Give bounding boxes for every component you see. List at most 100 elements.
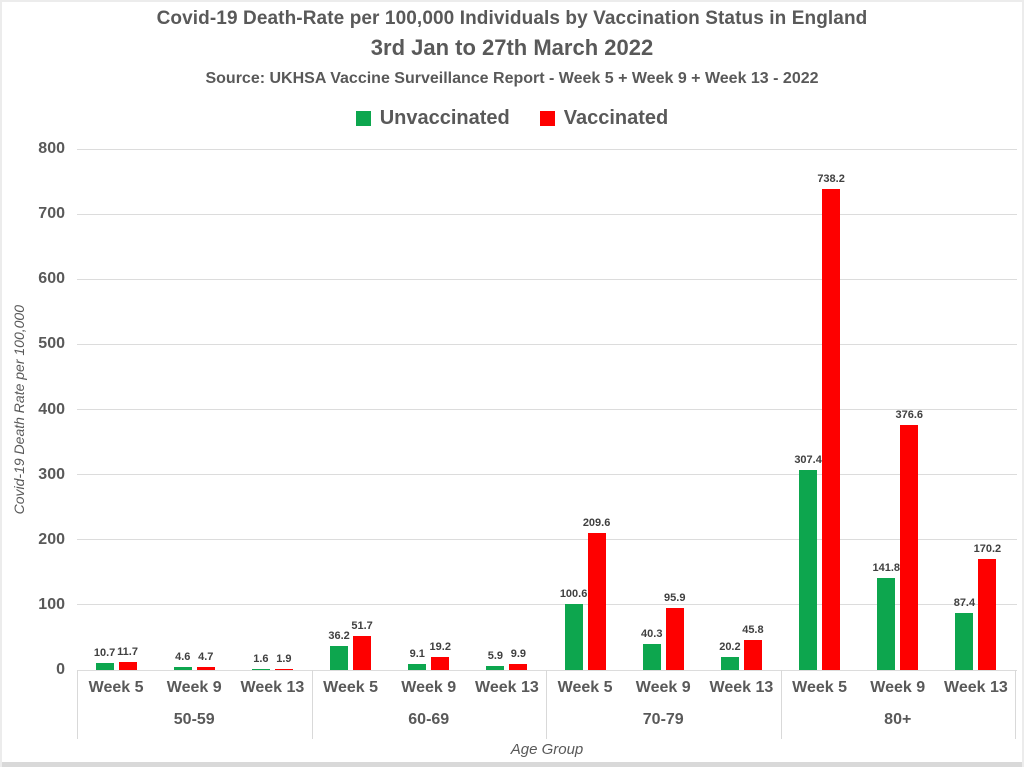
y-tick-600: 600 xyxy=(38,270,65,288)
bar-vaccinated-60-69-week-5 xyxy=(353,636,372,670)
group-divider xyxy=(1015,670,1016,739)
value-label-unvaccinated-60-69-week-13: 5.9 xyxy=(487,650,504,663)
x-category-label: Week 5 xyxy=(792,679,847,696)
value-label-vaccinated-50-59-week-9: 4.7 xyxy=(198,650,214,663)
y-tick-800: 800 xyxy=(38,140,65,157)
value-label-vaccinated-70-79-week-13: 45.8 xyxy=(742,624,764,637)
gridline-0 xyxy=(77,669,1017,671)
bar-unvaccinated-50-59-week-9 xyxy=(173,667,192,670)
bar-unvaccinated-60-69-week-9 xyxy=(408,664,427,670)
value-label-vaccinated-70-79-week-5: 209.6 xyxy=(582,517,611,530)
unvaccinated-swatch-icon xyxy=(355,110,371,126)
y-tick-200: 200 xyxy=(38,530,65,548)
value-label-unvaccinated-80+-week-9: 141.8 xyxy=(872,561,901,574)
y-tick-0: 0 xyxy=(56,661,65,678)
bar-vaccinated-60-69-week-9 xyxy=(431,657,450,670)
bar-vaccinated-50-59-week-13 xyxy=(274,668,293,670)
value-label-vaccinated-60-69-week-5: 51.7 xyxy=(351,620,373,633)
bar-vaccinated-80+-week-13 xyxy=(978,559,997,670)
bar-vaccinated-70-79-week-13 xyxy=(743,640,762,670)
gridline-200 xyxy=(77,539,1017,541)
bar-unvaccinated-50-59-week-13 xyxy=(251,668,270,670)
value-label-unvaccinated-50-59-week-9: 4.6 xyxy=(175,651,191,663)
age-group-label-60-69: 60-69 xyxy=(408,711,450,728)
value-label-unvaccinated-80+-week-5: 307.4 xyxy=(794,453,822,466)
bar-unvaccinated-60-69-week-5 xyxy=(330,646,349,670)
value-label-unvaccinated-60-69-week-9: 9.1 xyxy=(409,648,425,661)
legend-item-vaccinated: Vaccinated xyxy=(539,106,669,130)
x-category-label: Week 5 xyxy=(557,679,613,696)
legend-label-unvaccinated: Unvaccinated xyxy=(379,106,510,129)
gridline-700 xyxy=(77,213,1017,215)
x-category-label: Week 13 xyxy=(709,679,774,696)
x-category-label: Week 9 xyxy=(870,679,926,696)
bar-unvaccinated-70-79-week-9 xyxy=(642,643,661,670)
bar-unvaccinated-70-79-week-13 xyxy=(720,656,739,670)
gridline-100 xyxy=(77,604,1017,606)
bar-unvaccinated-50-59-week-5 xyxy=(95,663,114,670)
value-label-vaccinated-60-69-week-9: 19.2 xyxy=(429,641,451,654)
gridline-500 xyxy=(77,343,1017,345)
bar-vaccinated-80+-week-9 xyxy=(900,424,919,670)
group-divider xyxy=(780,670,782,739)
bar-unvaccinated-80+-week-9 xyxy=(877,577,896,670)
x-category-label: Week 9 xyxy=(635,679,691,696)
gridline-800 xyxy=(77,148,1017,150)
age-group-label-50-59: 50-59 xyxy=(173,711,215,728)
value-label-vaccinated-50-59-week-5: 11.7 xyxy=(117,646,138,659)
y-tick-400: 400 xyxy=(38,400,65,418)
bar-vaccinated-60-69-week-13 xyxy=(509,663,528,670)
value-label-vaccinated-80+-week-9: 376.6 xyxy=(895,408,924,421)
x-category-label: Week 13 xyxy=(240,679,305,696)
value-label-vaccinated-80+-week-5: 738.2 xyxy=(817,173,845,186)
x-category-label: Week 13 xyxy=(944,679,1008,696)
bar-vaccinated-70-79-week-9 xyxy=(665,607,684,670)
bar-vaccinated-80+-week-5 xyxy=(822,189,841,670)
value-label-vaccinated-60-69-week-13: 9.9 xyxy=(510,647,527,660)
value-label-unvaccinated-70-79-week-5: 100.6 xyxy=(559,588,588,601)
x-category-label: Week 5 xyxy=(88,679,144,696)
age-group-label-80+: 80+ xyxy=(884,711,912,728)
value-label-vaccinated-80+-week-13: 170.2 xyxy=(973,543,1002,556)
bottom-strip xyxy=(2,762,1022,767)
group-divider xyxy=(77,670,78,739)
chart-title-line2: 3rd Jan to 27th March 2022 xyxy=(370,35,654,60)
bar-unvaccinated-80+-week-5 xyxy=(799,469,818,670)
legend-label-vaccinated: Vaccinated xyxy=(563,106,669,129)
chart-source-line: Source: UKHSA Vaccine Surveillance Repor… xyxy=(205,70,819,87)
x-category-label: Week 13 xyxy=(475,679,539,696)
vaccinated-swatch-icon xyxy=(539,110,555,126)
y-tick-100: 100 xyxy=(38,595,65,613)
x-axis-title: Age Group xyxy=(510,741,584,758)
y-tick-300: 300 xyxy=(38,465,65,483)
value-label-vaccinated-70-79-week-9: 95.9 xyxy=(664,591,686,604)
legend-item-unvaccinated: Unvaccinated xyxy=(355,106,510,130)
bar-unvaccinated-70-79-week-5 xyxy=(564,604,583,670)
x-category-label: Week 9 xyxy=(401,679,457,696)
bar-vaccinated-70-79-week-5 xyxy=(587,533,606,670)
value-label-unvaccinated-50-59-week-5: 10.7 xyxy=(93,647,116,660)
gridline-600 xyxy=(77,278,1017,280)
group-divider xyxy=(546,670,547,739)
gridline-400 xyxy=(77,409,1017,410)
bar-vaccinated-50-59-week-9 xyxy=(196,666,215,670)
y-tick-700: 700 xyxy=(38,205,65,223)
bar-vaccinated-50-59-week-5 xyxy=(118,662,137,670)
value-label-unvaccinated-70-79-week-9: 40.3 xyxy=(641,627,663,640)
legend: Unvaccinated Vaccinated xyxy=(2,104,1022,132)
value-label-vaccinated-50-59-week-13: 1.9 xyxy=(276,652,292,665)
x-category-label: Week 9 xyxy=(166,679,222,696)
y-tick-500: 500 xyxy=(38,335,65,353)
bar-unvaccinated-80+-week-13 xyxy=(955,613,974,670)
gridline-300 xyxy=(77,474,1017,476)
value-label-unvaccinated-70-79-week-13: 20.2 xyxy=(719,640,741,653)
value-label-unvaccinated-50-59-week-13: 1.6 xyxy=(253,652,269,665)
group-divider xyxy=(311,670,313,739)
x-category-label: Week 5 xyxy=(323,679,378,696)
bar-unvaccinated-60-69-week-13 xyxy=(486,666,505,670)
age-group-label-70-79: 70-79 xyxy=(642,711,684,728)
value-label-unvaccinated-60-69-week-5: 36.2 xyxy=(328,630,350,643)
chart-title-line1: Covid-19 Death-Rate per 100,000 Individu… xyxy=(156,8,868,29)
value-label-unvaccinated-80+-week-13: 87.4 xyxy=(953,597,976,610)
